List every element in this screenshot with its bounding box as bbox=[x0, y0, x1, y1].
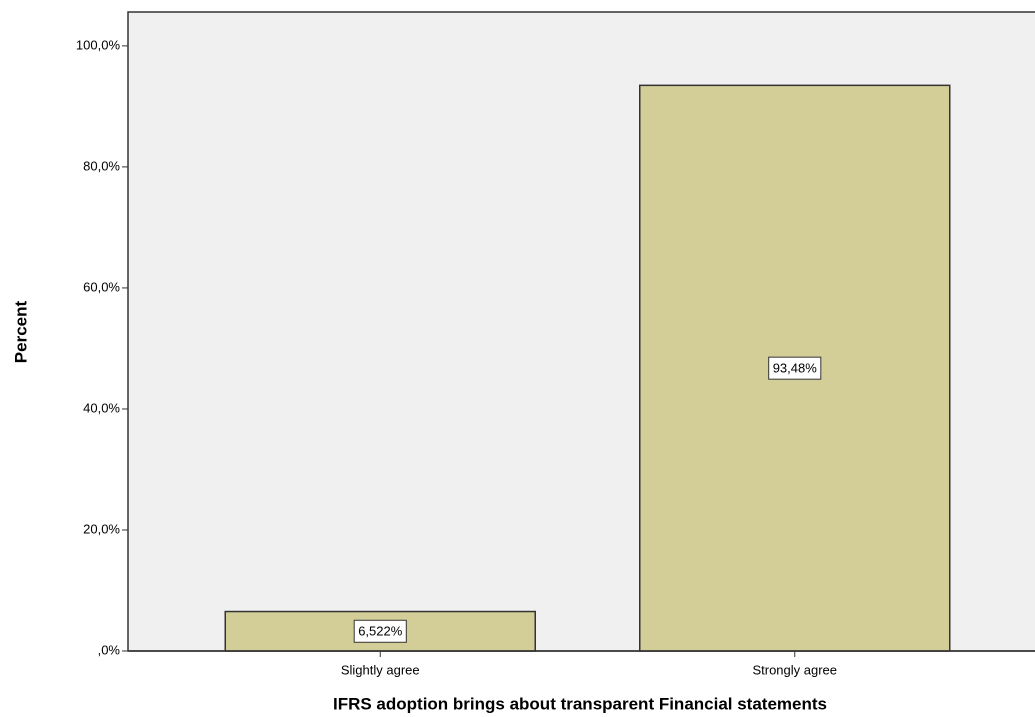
y-tick-label: 40,0% bbox=[83, 400, 120, 415]
y-tick-label: 20,0% bbox=[83, 521, 120, 536]
value-label: 6,522% bbox=[358, 624, 403, 639]
y-tick-label: ,0% bbox=[98, 642, 121, 657]
y-tick-label: 60,0% bbox=[83, 279, 120, 294]
y-tick-label: 80,0% bbox=[83, 158, 120, 173]
x-tick-label: Slightly agree bbox=[341, 662, 420, 677]
value-label-box bbox=[768, 356, 822, 380]
value-label: 93,48% bbox=[773, 361, 818, 376]
value-label-box bbox=[353, 619, 407, 643]
y-axis-title: Percent bbox=[11, 300, 30, 363]
x-tick-label: Strongly agree bbox=[752, 662, 837, 677]
y-tick-label: 100,0% bbox=[76, 37, 121, 52]
x-axis-title: IFRS adoption brings about transparent F… bbox=[333, 694, 827, 713]
